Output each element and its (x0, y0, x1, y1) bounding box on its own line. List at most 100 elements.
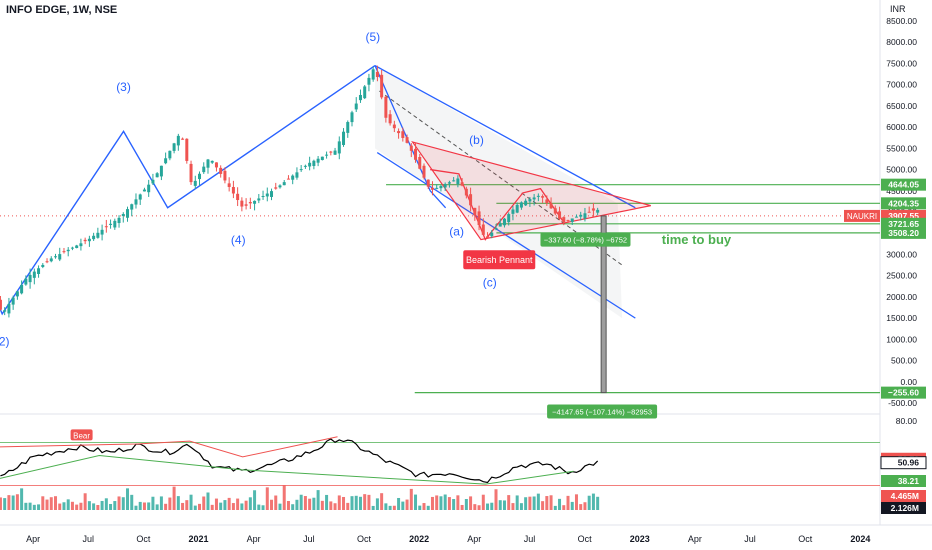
time-axis-tick: 2023 (630, 534, 650, 544)
volume-bar (481, 494, 485, 510)
volume-bar (278, 503, 282, 510)
measure-label-box (547, 404, 658, 419)
volume-bar (325, 494, 329, 510)
volume-bar (422, 503, 426, 510)
candle-body (439, 185, 443, 189)
volume-bar (579, 504, 583, 510)
candle-body (138, 194, 142, 200)
candle-body (473, 207, 477, 216)
volume-bar (596, 496, 600, 510)
candle-body (469, 194, 473, 206)
volume-bar (414, 494, 418, 510)
volume-bar (227, 497, 231, 510)
candle-body (164, 158, 168, 164)
price-axis-tick: 500.00 (891, 356, 917, 366)
volume-bar (545, 496, 549, 510)
candle-body (591, 208, 595, 211)
volume-bar (401, 501, 405, 510)
volume-bar (456, 495, 460, 510)
volume-bar (214, 498, 218, 510)
candle-body (515, 204, 519, 213)
bearish-pennant-label: Bearish Pennant (466, 255, 533, 265)
price-axis-label-box (881, 217, 926, 230)
price-axis-label: 4204.35 (888, 198, 919, 208)
wave-a-line (374, 65, 447, 209)
volume-bar (532, 496, 536, 510)
candle-body (346, 122, 350, 133)
wave-label: (4) (231, 233, 246, 247)
volume-bar (397, 497, 401, 510)
volume-bar (3, 498, 7, 510)
price-axis-tick: 8500.00 (886, 16, 917, 26)
volume-label: 4.465M (891, 491, 919, 501)
candle-body (54, 256, 58, 258)
bear-tag: Bear (73, 431, 90, 440)
candle-body (75, 245, 79, 249)
candle-body (549, 203, 553, 209)
candle-body (392, 124, 396, 129)
candle-body (358, 94, 362, 101)
time-axis-tick: Oct (136, 534, 151, 544)
price-axis-label-box (881, 226, 926, 239)
bear-tag-box (70, 429, 93, 441)
candle-body (282, 182, 286, 186)
candle-body (583, 213, 587, 219)
candle-body (83, 239, 87, 242)
volume-bar (7, 495, 11, 510)
volume-bar (439, 496, 443, 510)
measure-bar (600, 215, 607, 394)
candle-body (333, 150, 337, 155)
volume-bar (253, 490, 257, 510)
volume-bar (41, 496, 45, 510)
candle-body (574, 216, 578, 218)
pennant-zigzag (430, 168, 564, 241)
volume-bar (507, 495, 511, 510)
candle-body (219, 167, 223, 174)
volume-bar (121, 497, 125, 510)
price-axis-tick: 6500.00 (886, 101, 917, 111)
candle-body (32, 271, 36, 278)
volume-bar (286, 500, 290, 510)
volume-bar (329, 501, 333, 510)
candle-body (409, 145, 413, 151)
price-axis-label-box (881, 197, 926, 210)
price-axis-label: 3907.55 (888, 211, 919, 221)
candle-body (460, 182, 464, 186)
volume-bar (75, 504, 79, 510)
candle-body (532, 197, 536, 200)
volume-bar (270, 499, 274, 510)
volume-bar (308, 498, 312, 510)
price-axis-tick: 8000.00 (886, 37, 917, 47)
volume-bar (337, 495, 341, 510)
candle-body (270, 191, 274, 197)
candle-body (20, 285, 24, 294)
candle-body (45, 261, 49, 263)
volume-bar (134, 505, 138, 510)
candle-body (109, 223, 113, 225)
candle-body (286, 178, 290, 180)
volume-bar (371, 505, 375, 510)
measure-label-box (540, 232, 631, 247)
volume-bar (58, 503, 62, 510)
wave-label: (c) (483, 275, 497, 289)
volume-bar (367, 494, 371, 510)
candle-body (11, 297, 15, 305)
price-axis-tick: 7000.00 (886, 80, 917, 90)
candle-body (92, 235, 96, 240)
candle-body (566, 220, 570, 222)
candle-body (231, 186, 235, 194)
candle-body (172, 143, 176, 151)
wave-label: (2) (0, 335, 10, 349)
volume-bar (181, 502, 185, 510)
volume-bar (354, 495, 358, 510)
candle-body (291, 175, 295, 180)
volume-bar (464, 499, 468, 510)
time-axis-tick: Jul (744, 534, 756, 544)
volume-label: 2.126M (891, 503, 919, 513)
oscillator-axis-tick: 80.00 (896, 416, 918, 426)
candle-body (70, 247, 74, 249)
candle-body (253, 200, 257, 204)
volume-bar (113, 501, 117, 510)
candle-body (405, 137, 409, 143)
